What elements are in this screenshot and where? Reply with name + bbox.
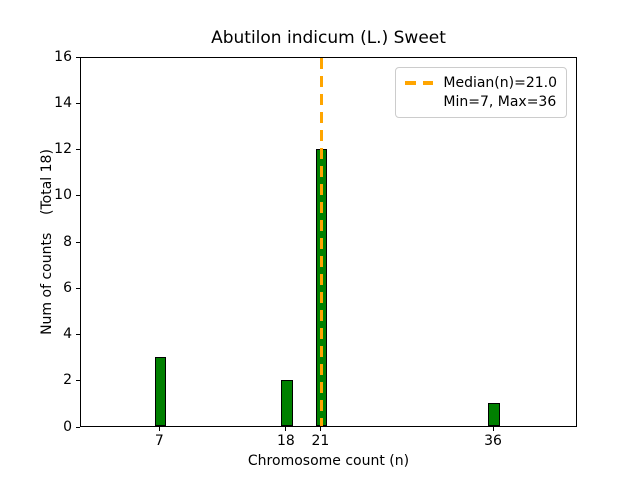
- x-tick-mark: [492, 427, 494, 431]
- bar: [488, 402, 500, 426]
- y-axis-label: Num of counts (Total 18): [39, 149, 55, 335]
- x-tick-label: 36: [484, 433, 502, 449]
- x-tick-label: 21: [311, 433, 330, 449]
- y-tick-label: 0: [63, 418, 72, 435]
- x-tick-label: 18: [277, 433, 295, 449]
- legend-sample-spacer: [405, 100, 433, 104]
- y-tick-label: 2: [63, 372, 72, 389]
- legend-entry: Min=7, Max=36: [405, 93, 557, 111]
- y-tick-label: 14: [54, 94, 72, 111]
- bar: [281, 379, 293, 426]
- legend: Median(n)=21.0 Min=7, Max=36: [395, 67, 567, 118]
- x-tick-mark: [285, 427, 287, 431]
- x-tick-mark: [319, 427, 321, 431]
- legend-label: Median(n)=21.0: [443, 75, 557, 91]
- median-line: [319, 58, 323, 426]
- x-tick-mark: [158, 427, 160, 431]
- x-axis-label: Chromosome count (n): [247, 453, 410, 469]
- legend-label: Min=7, Max=36: [443, 94, 557, 110]
- median-dashed-line-icon: [405, 81, 434, 85]
- plot-area: Median(n)=21.0 Min=7, Max=36: [80, 57, 577, 427]
- chart-title: Abutilon indicum (L.) Sweet: [211, 28, 446, 48]
- bar: [154, 356, 167, 426]
- legend-entry: Median(n)=21.0: [405, 74, 557, 92]
- x-tick-label: 7: [154, 433, 164, 449]
- y-tick-label: 16: [54, 48, 72, 65]
